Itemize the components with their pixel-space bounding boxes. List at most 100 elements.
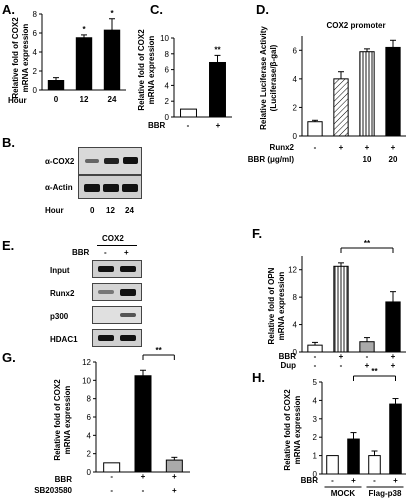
row-value: - [110, 472, 113, 481]
bar [389, 403, 402, 475]
y-tick-label: 6 [33, 29, 38, 38]
blot-header: COX2 [102, 234, 124, 243]
blot-label: Input [50, 266, 70, 275]
panel-letter: E. [2, 238, 15, 253]
treatment-value: - [104, 248, 107, 257]
row-value: + [351, 476, 356, 485]
treatment-value: - [187, 121, 190, 130]
row-value: - [314, 143, 317, 152]
y-tick-label: 8 [293, 293, 298, 302]
panel-letter: H. [252, 370, 265, 385]
x-axis-title: Hour [8, 96, 27, 105]
blot-input [92, 260, 142, 278]
band [98, 335, 114, 341]
treatment-label: BBR [148, 121, 166, 130]
y-tick-label: 12 [288, 266, 297, 275]
row-value: - [366, 352, 369, 361]
y-tick-label: 4 [87, 431, 92, 440]
row-value: + [391, 143, 396, 152]
panel-letter: F. [252, 226, 263, 241]
significance-bracket: ** [340, 239, 394, 253]
bar [385, 301, 401, 353]
band [103, 184, 119, 192]
chart-f: Relative fold of OPN mRNA expression 0 4 8… [267, 239, 406, 370]
chart-d: COX2 promoter Relative Luciferase Activi… [248, 21, 406, 164]
band [85, 159, 99, 163]
bar [165, 459, 183, 473]
panel-b: B. α-COX2 α-Actin Hour 0 12 24 [0, 133, 150, 225]
y-tick-label: 0 [293, 132, 298, 141]
group-label: MOCK [331, 489, 356, 498]
row-label: BBR [55, 475, 73, 484]
blot-label: HDAC1 [50, 335, 78, 344]
row-label: BBR [279, 352, 297, 361]
treatment-value: + [124, 248, 129, 257]
band [98, 290, 114, 294]
lane-label: 24 [125, 206, 134, 215]
panel-letter: C. [150, 2, 163, 17]
band [120, 335, 136, 341]
y-tick-label: 4 [293, 75, 298, 84]
panel-letter: D. [256, 2, 269, 17]
row-value: 20 [389, 155, 398, 164]
y-axis-label: Relative fold of COX2 [137, 29, 146, 111]
y-tick-label: 0 [87, 468, 92, 477]
bar [307, 121, 323, 137]
significance-mark: ** [156, 346, 163, 355]
group-label: Flag-p38 [369, 489, 402, 498]
panel-c: C. Relative fold of COX2 mRNA expression… [137, 0, 240, 132]
panel-letter: A. [2, 2, 15, 17]
y-axis-label: Relative fold of COX2 [53, 379, 62, 461]
bar [368, 455, 381, 475]
blot-label: α-COX2 [45, 157, 75, 166]
band [120, 313, 136, 317]
y-tick-label: 2 [87, 450, 92, 459]
significance-mark: ** [214, 45, 221, 54]
bar [103, 29, 121, 91]
row-value: + [172, 472, 177, 481]
row-value: - [331, 476, 334, 485]
row-value: + [391, 352, 396, 361]
bar [307, 344, 323, 353]
panel-a: A. Relative fold of COX2 mRNA expression… [0, 0, 132, 110]
y-tick-label: 2 [165, 97, 170, 106]
panel-e: E. COX2 BBR - + Input Runx2 p300 HDAC1 [0, 228, 150, 356]
bar [75, 37, 93, 91]
significance-bracket: ** [142, 346, 175, 360]
x-tick-label: 12 [80, 95, 89, 104]
y-axis-label: mRNA expression [21, 24, 30, 93]
x-axis-title: Hour [45, 206, 64, 215]
panel-h: H. Relative fold of COX2 mRNA expression… [250, 367, 411, 500]
treatment-value: + [216, 121, 221, 130]
row-value: + [365, 361, 370, 370]
row-value: - [340, 361, 343, 370]
y-axis-label: Relative Luciferase Activity [259, 26, 268, 130]
blot-label: α-Actin [45, 183, 73, 192]
y-axis-label: Relative fold of COX2 [283, 389, 292, 471]
y-tick-label: 2 [313, 433, 318, 442]
bar [103, 462, 121, 473]
chart-c: Relative fold of COX2 mRNA expression 0 2… [137, 29, 232, 130]
bar [385, 46, 401, 137]
blot-label: Runx2 [50, 289, 75, 298]
y-tick-label: 0 [33, 86, 38, 95]
row-value: - [314, 352, 317, 361]
blot-p300 [92, 306, 142, 324]
y-tick-label: 8 [165, 50, 170, 59]
row-label: BBR [301, 476, 319, 485]
y-tick-label: 0 [293, 348, 298, 357]
bar [359, 341, 375, 353]
row-value: + [393, 476, 398, 485]
bar [333, 265, 349, 353]
row-value: + [339, 352, 344, 361]
blot-cox2 [78, 147, 142, 175]
panel-letter: G. [2, 350, 16, 365]
row-label: BBR (μg/ml) [248, 155, 295, 164]
blot-hdac1 [92, 329, 142, 347]
y-axis-label: mRNA expression [147, 36, 156, 105]
y-axis-label: Relative fold of COX2 [11, 17, 20, 99]
blot-runx2 [92, 283, 142, 301]
band [104, 158, 119, 164]
y-axis-label: mRNA expression [63, 386, 72, 455]
chart-title: COX2 promoter [326, 21, 385, 30]
